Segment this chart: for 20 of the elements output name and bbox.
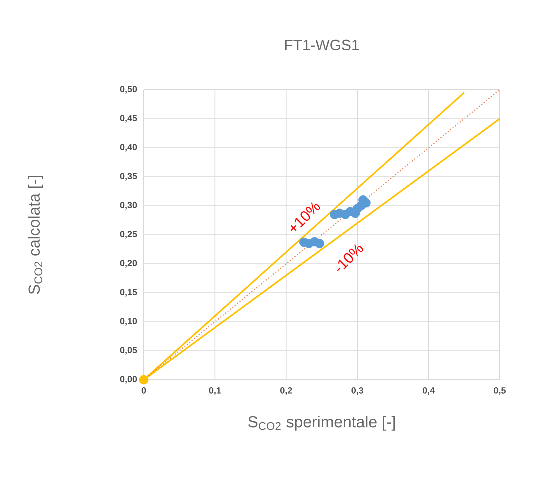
y-tick-label: 0,10 — [120, 318, 138, 326]
x-tick-label: 0,2 — [280, 388, 292, 396]
x-tick-label: 0 — [142, 388, 146, 394]
y-axis-title: S$_{CO2}$ calcolata [-] — [28, 176, 44, 294]
y-tick-label: 0,00 — [120, 376, 138, 384]
x-tick-label: 0,4 — [422, 388, 435, 396]
y-tick-label: 0,30 — [120, 202, 138, 210]
y-tick-label: 0,20 — [120, 260, 138, 268]
x-axis-title: S$_{CO2}$ sperimentale [-] — [248, 416, 396, 431]
x-tick-label: 0,5 — [494, 388, 506, 396]
x-tick-label: 0,1 — [209, 388, 222, 396]
chart-title: FT1-WGS1 — [285, 40, 360, 50]
y-tick-label: 0,05 — [120, 347, 138, 355]
y-tick-label: 0,45 — [120, 115, 138, 123]
y-tick-label: 0,50 — [120, 86, 138, 94]
y-tick-label: 0,25 — [120, 231, 138, 239]
y-tick-label: 0,40 — [120, 144, 138, 152]
x-tick-label: 0,3 — [352, 388, 364, 396]
y-tick-label: 0,15 — [120, 289, 138, 297]
y-tick-label: 0,35 — [120, 173, 138, 181]
